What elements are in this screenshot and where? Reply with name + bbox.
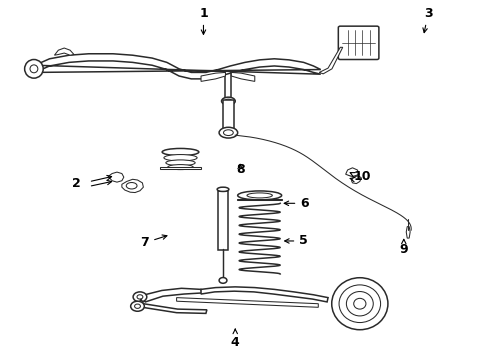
Ellipse shape — [223, 130, 233, 135]
Ellipse shape — [135, 304, 141, 309]
Polygon shape — [108, 172, 124, 182]
Text: 4: 4 — [231, 329, 240, 348]
Text: 8: 8 — [236, 163, 245, 176]
Polygon shape — [176, 298, 318, 307]
Ellipse shape — [133, 292, 147, 302]
Ellipse shape — [166, 160, 195, 166]
Ellipse shape — [131, 301, 145, 311]
Polygon shape — [201, 72, 225, 81]
Polygon shape — [231, 72, 255, 81]
Text: 5: 5 — [285, 234, 308, 247]
Ellipse shape — [219, 278, 227, 283]
Ellipse shape — [24, 59, 43, 78]
Ellipse shape — [238, 191, 282, 200]
Ellipse shape — [219, 127, 238, 138]
Ellipse shape — [221, 97, 235, 105]
Ellipse shape — [162, 148, 199, 156]
Polygon shape — [351, 176, 361, 184]
Polygon shape — [218, 191, 228, 250]
Polygon shape — [406, 226, 410, 238]
Text: 7: 7 — [141, 235, 167, 249]
Text: 9: 9 — [399, 239, 408, 256]
Ellipse shape — [225, 99, 232, 103]
Polygon shape — [223, 100, 234, 130]
Text: 2: 2 — [72, 177, 81, 190]
Ellipse shape — [217, 187, 229, 192]
Polygon shape — [345, 168, 359, 176]
Ellipse shape — [137, 295, 143, 299]
Ellipse shape — [247, 193, 272, 198]
Ellipse shape — [346, 292, 373, 316]
FancyBboxPatch shape — [338, 26, 379, 59]
Polygon shape — [54, 48, 74, 55]
Polygon shape — [237, 199, 282, 201]
Ellipse shape — [332, 278, 388, 330]
Polygon shape — [319, 47, 343, 74]
Polygon shape — [143, 288, 202, 302]
Text: 10: 10 — [353, 170, 371, 183]
Ellipse shape — [168, 165, 193, 170]
Text: 1: 1 — [199, 7, 208, 34]
Polygon shape — [201, 287, 328, 302]
Ellipse shape — [164, 154, 197, 161]
Polygon shape — [35, 54, 321, 79]
Ellipse shape — [339, 285, 381, 323]
Text: 6: 6 — [284, 197, 309, 210]
Ellipse shape — [30, 65, 38, 73]
Polygon shape — [122, 179, 144, 193]
Text: 3: 3 — [423, 7, 433, 33]
Ellipse shape — [347, 170, 358, 176]
Polygon shape — [160, 167, 201, 169]
Polygon shape — [140, 299, 207, 314]
Ellipse shape — [354, 298, 366, 309]
